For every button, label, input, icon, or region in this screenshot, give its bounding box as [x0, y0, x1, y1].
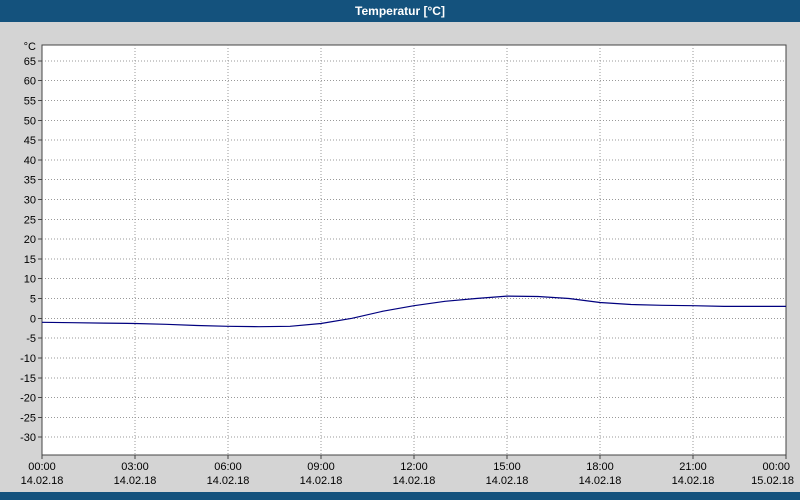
y-tick-label: -10	[20, 353, 36, 365]
x-tick-date-label: 14.02.18	[486, 475, 529, 487]
x-tick-date-label: 15.02.18	[751, 475, 794, 487]
y-tick-label: 10	[24, 274, 36, 286]
y-tick-label: 40	[24, 155, 36, 167]
y-tick-label: 35	[24, 175, 36, 187]
y-tick-label: 50	[24, 115, 36, 127]
x-tick-time-label: 00:00	[28, 461, 56, 473]
y-tick-label: 0	[30, 313, 36, 325]
y-tick-label: 45	[24, 135, 36, 147]
temperature-line	[41, 295, 786, 328]
chart-area: °C 65 60 55 50 45 40 35 30 25 20 15 10 5 0 -5 -10 -15 -20-…	[0, 22, 800, 492]
x-tick-time-label: 00:00	[762, 461, 790, 473]
window-bottom-frame	[0, 492, 800, 500]
x-tick-time-label: 06:00	[214, 461, 242, 473]
temperature-chart: °C65605550454035302520151050-5-10-15-20-…	[20, 41, 794, 487]
x-tick-time-label: 09:00	[307, 461, 335, 473]
x-tick-date-label: 14.02.18	[579, 475, 622, 487]
x-tick-date-label: 14.02.18	[114, 475, 157, 487]
x-tick-time-label: 18:00	[586, 461, 614, 473]
y-tick-label: -5	[26, 333, 36, 345]
x-tick-date-label: 14.02.18	[207, 475, 250, 487]
y-tick-label: -25	[20, 412, 36, 424]
x-tick-time-label: 21:00	[679, 461, 707, 473]
x-tick-date-label: 14.02.18	[672, 475, 715, 487]
window-title: Temperatur [°C]	[355, 4, 445, 18]
y-tick-label: 25	[24, 214, 36, 226]
y-tick-label: 15	[24, 254, 36, 266]
x-tick-time-label: 15:00	[493, 461, 521, 473]
x-tick-date-label: 14.02.18	[300, 475, 343, 487]
y-tick-label: 60	[24, 76, 36, 88]
y-tick-label: -20	[20, 393, 36, 405]
y-tick-label: 5	[30, 294, 36, 306]
x-tick-date-label: 14.02.18	[21, 475, 64, 487]
y-tick-label: -30	[20, 432, 36, 444]
y-tick-label: 30	[24, 194, 36, 206]
y-tick-label: 65	[24, 56, 36, 68]
y-tick-label: 55	[24, 95, 36, 107]
unit-label: °C	[24, 41, 36, 53]
x-tick-time-label: 12:00	[400, 461, 428, 473]
x-tick-time-label: 03:00	[121, 461, 149, 473]
window-titlebar[interactable]: Temperatur [°C]	[0, 0, 800, 22]
x-tick-date-label: 14.02.18	[393, 475, 436, 487]
y-tick-label: 20	[24, 234, 36, 246]
y-tick-label: -15	[20, 373, 36, 385]
